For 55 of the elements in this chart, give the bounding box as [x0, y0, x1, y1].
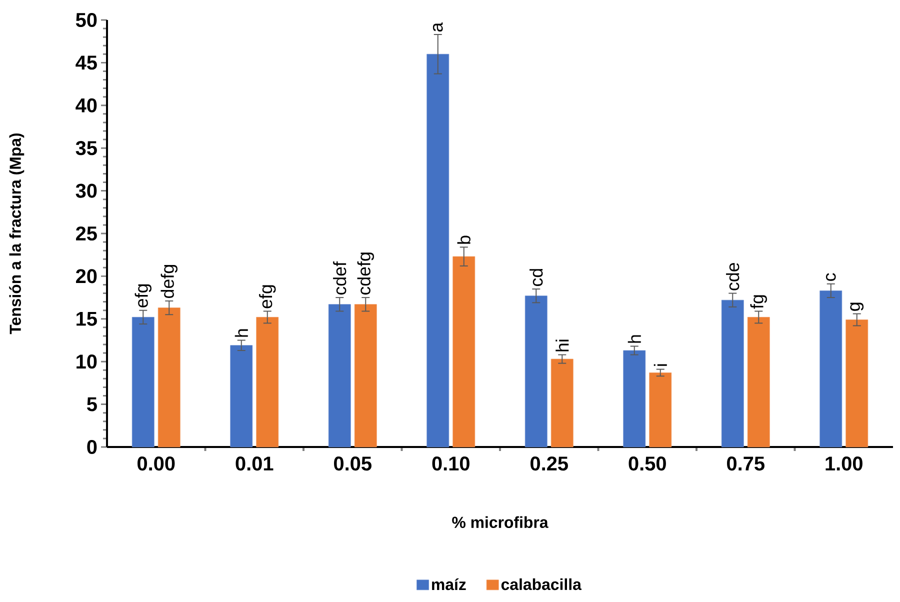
x-tick-label: 0.75	[727, 456, 764, 471]
x-tick-label: 1.00	[826, 456, 862, 471]
x-tick-label: 0.05	[334, 456, 372, 471]
bar	[846, 320, 868, 448]
data-label: c	[826, 273, 836, 281]
y-tick-label: 30	[76, 184, 97, 198]
bar	[426, 54, 450, 448]
bar	[550, 358, 574, 448]
data-label: efg	[259, 285, 276, 308]
x-tick-label: 0.01	[236, 456, 274, 471]
x-tick-label: 0.50	[628, 456, 666, 471]
y-tick-label: 20	[76, 269, 97, 284]
bar	[623, 350, 646, 448]
data-label: i	[654, 364, 667, 366]
data-label: b	[457, 236, 470, 244]
bar	[747, 316, 770, 448]
x-tick-label: 0.10	[432, 456, 470, 471]
data-label: h	[234, 329, 248, 337]
bar	[452, 256, 476, 448]
y-tick-label: 50	[76, 12, 97, 28]
data-label: cde	[726, 262, 740, 290]
data-label: hi	[556, 340, 569, 352]
y-axis-title: Tensión a la fractura (Mpa)	[9, 133, 24, 334]
data-label: cdefg	[357, 252, 374, 295]
y-tick-label: 15	[76, 312, 97, 326]
data-label: a	[432, 22, 443, 32]
x-tick-label: 0.00	[138, 456, 175, 471]
y-tick-label: 25	[76, 226, 97, 241]
bar	[158, 308, 180, 448]
data-label: cd	[530, 269, 543, 286]
data-label: h	[628, 335, 641, 343]
y-tick-label: 45	[76, 56, 97, 70]
bar	[524, 296, 548, 448]
bar	[649, 372, 672, 448]
bar	[132, 316, 154, 448]
bar	[354, 304, 377, 448]
y-tick-label: 35	[76, 141, 97, 156]
data-label: efg	[134, 284, 152, 308]
bar	[328, 304, 351, 448]
bar	[230, 345, 253, 448]
y-tick-label: 0	[87, 440, 97, 454]
y-tick-label: 40	[76, 98, 97, 112]
y-tick-label: 10	[76, 354, 97, 369]
bar	[721, 300, 744, 448]
x-axis-title: % microfibra	[452, 516, 548, 528]
data-label: defg	[160, 265, 178, 298]
data-label: g	[850, 302, 864, 311]
legend-label: calabacilla	[501, 578, 582, 590]
data-label: cdef	[333, 261, 346, 295]
y-tick-label: 5	[87, 397, 97, 412]
bar	[256, 316, 279, 448]
bar	[820, 290, 842, 448]
legend-label: maíz	[432, 578, 466, 590]
x-tick-label: 0.25	[530, 456, 568, 471]
data-label: fg	[750, 295, 767, 309]
